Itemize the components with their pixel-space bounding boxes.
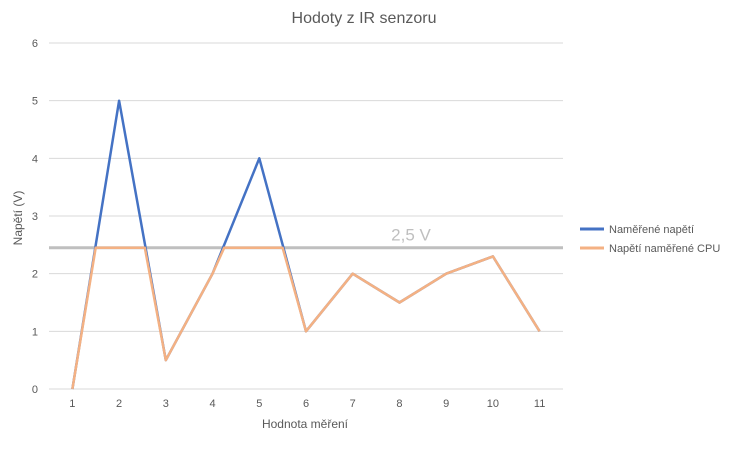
- x-tick-label: 2: [116, 398, 122, 410]
- y-tick-label: 5: [32, 96, 38, 108]
- y-tick-label: 1: [32, 326, 38, 338]
- series-line-1: [71, 99, 541, 390]
- x-tick-label: 4: [209, 398, 215, 410]
- y-tick-label: 3: [32, 211, 38, 223]
- y-tick-label: 4: [32, 153, 38, 165]
- reference-line-group: 2,5 V: [49, 226, 563, 250]
- legend: Naměřené napětí Napětí naměřené CPU: [580, 224, 720, 255]
- chart-title: Hodoty z IR senzoru: [292, 10, 437, 27]
- x-tick-label: 3: [163, 398, 169, 410]
- legend-label: Naměřené napětí: [609, 224, 694, 236]
- x-tick-label: 8: [396, 398, 402, 410]
- series-lines: [71, 99, 541, 390]
- y-tick-label: 6: [32, 38, 38, 50]
- x-tick-labels: 1 2 3 4 5 6 7 8 9 10 11: [69, 398, 545, 410]
- x-axis-label: Hodnota měření: [262, 417, 349, 431]
- x-tick-label: 7: [350, 398, 356, 410]
- gridlines: [49, 42, 563, 390]
- y-tick-labels: 0 1 2 3 4 5 6: [32, 38, 38, 396]
- x-tick-label: 5: [256, 398, 262, 410]
- legend-label: Napětí naměřené CPU: [609, 243, 720, 255]
- x-tick-label: 10: [487, 398, 499, 410]
- y-tick-label: 0: [32, 384, 38, 396]
- y-axis-label: Napětí (V): [11, 191, 25, 246]
- x-tick-label: 1: [69, 398, 75, 410]
- series-line-2: [71, 246, 541, 390]
- x-tick-label: 6: [303, 398, 309, 410]
- x-tick-label: 11: [534, 398, 545, 410]
- x-tick-label: 9: [443, 398, 449, 410]
- reference-line-label: 2,5 V: [391, 226, 431, 245]
- y-tick-label: 2: [32, 269, 38, 281]
